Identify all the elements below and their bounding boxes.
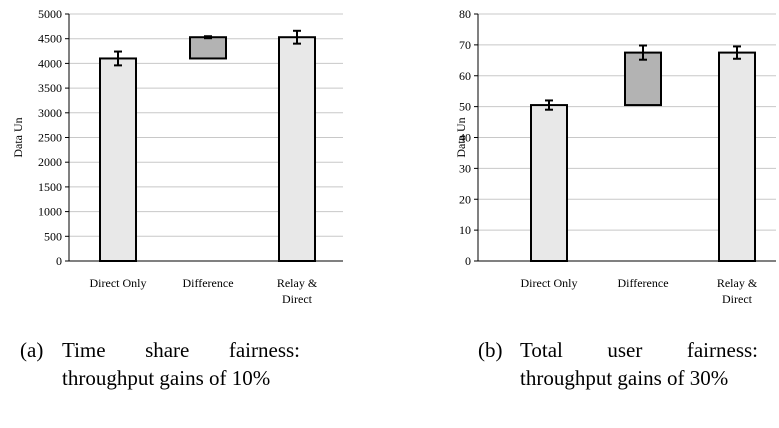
x-tick-label: Difference	[182, 276, 233, 290]
caption-a: (a) Time share fairness: throughput gain…	[20, 336, 300, 392]
bar	[624, 51, 662, 107]
chart-b-total-user: 0 10 20 30 40 50 60 70 80 Data Un Direct Only Diffe…	[454, 7, 776, 306]
y-tick-label: 70	[459, 38, 471, 52]
bar	[530, 104, 568, 262]
y-axis-title: Data Un	[11, 117, 25, 157]
caption-b: (b) Total user fairness: throughput gain…	[478, 336, 758, 392]
bar	[278, 36, 316, 262]
caption-b-label: (b)	[478, 338, 503, 362]
x-tick-label: Direct Only	[521, 276, 578, 290]
x-tick-label: Direct Only	[90, 276, 147, 290]
bar	[189, 36, 227, 60]
y-tick-label: 80	[459, 7, 471, 21]
y-axis-title: Data Un	[454, 117, 468, 157]
bar	[718, 51, 756, 262]
x-tick-label: Relay & Direct	[277, 276, 318, 306]
y-tick-label: 30	[459, 161, 471, 175]
x-tick-label: Relay & Direct	[717, 276, 758, 306]
y-tick-label: 2500	[38, 131, 62, 145]
caption-a-text: Time share fairness: throughput gains of…	[62, 338, 300, 390]
y-tick-label: 4000	[38, 56, 62, 70]
y-tick-label: 40	[459, 131, 471, 145]
x-tick-label: Difference	[617, 276, 668, 290]
y-tick-label: 0	[465, 254, 471, 268]
y-tick-label: 500	[44, 229, 62, 243]
y-tick-label: 0	[56, 254, 62, 268]
bar	[99, 57, 137, 262]
y-tick-label: 3500	[38, 81, 62, 95]
y-tick-label: 50	[459, 100, 471, 114]
y-tick-label: 1000	[38, 205, 62, 219]
y-tick-label: 2000	[38, 155, 62, 169]
caption-b-text: Total user fairness: throughput gains of…	[520, 338, 758, 390]
y-tick-label: 1500	[38, 180, 62, 194]
y-tick-label: 3000	[38, 106, 62, 120]
y-tick-label: 5000	[38, 7, 62, 21]
y-tick-label: 60	[459, 69, 471, 83]
chart-a-time-share: 0 500 1000 1500 2000 2500 3000 3500 4000 4500 5000…	[11, 7, 343, 306]
y-tick-label: 20	[459, 192, 471, 206]
y-tick-label: 10	[459, 223, 471, 237]
y-tick-label: 4500	[38, 32, 62, 46]
caption-a-label: (a)	[20, 338, 44, 362]
